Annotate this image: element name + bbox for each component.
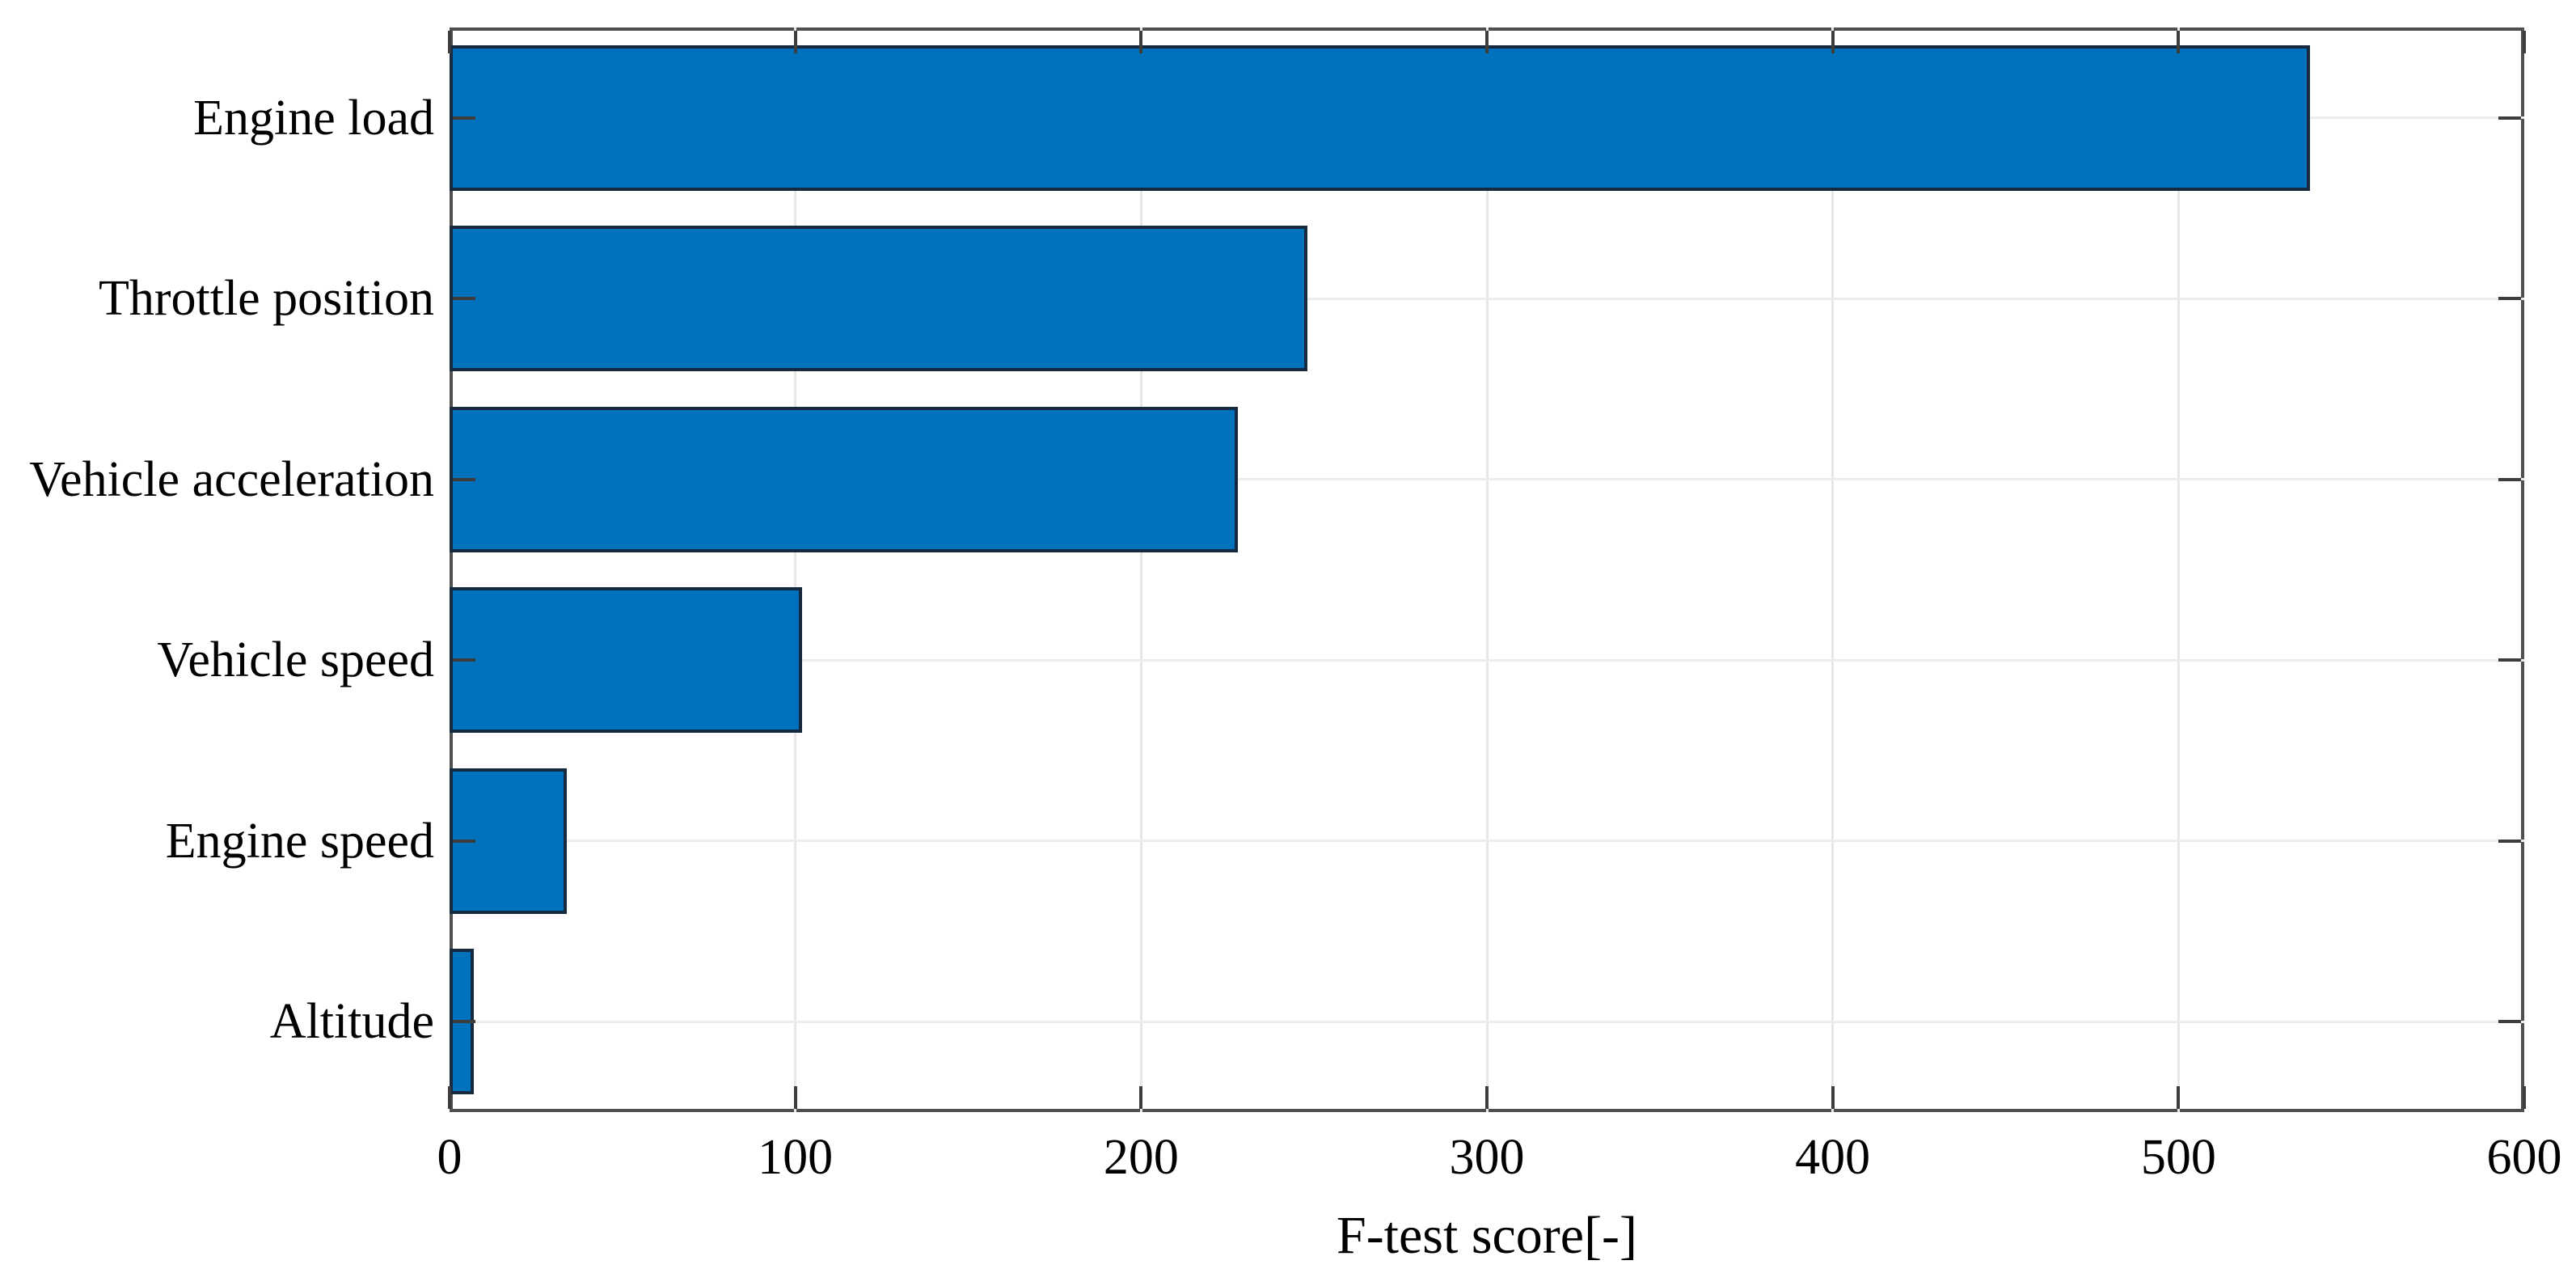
y-category-label: Vehicle acceleration xyxy=(29,451,434,507)
y-tick-right xyxy=(2498,297,2521,301)
y-gridline xyxy=(450,840,2524,843)
bar-vehicle-speed xyxy=(450,587,803,734)
y-tick-left xyxy=(453,477,475,481)
x-tick-top xyxy=(1139,31,1143,53)
x-gridline xyxy=(1831,27,1835,1112)
x-tick-top xyxy=(1831,31,1835,53)
y-tick-right xyxy=(2498,658,2521,662)
x-tick-bottom xyxy=(1485,1086,1489,1109)
x-tick-top xyxy=(1485,31,1489,53)
x-tick-top xyxy=(2177,31,2181,53)
x-gridline xyxy=(794,27,797,1112)
y-category-label: Engine load xyxy=(193,90,434,146)
x-tick-bottom xyxy=(2177,1086,2181,1109)
y-gridline xyxy=(450,297,2524,300)
x-tick-label: 0 xyxy=(437,1130,462,1185)
x-tick-bottom xyxy=(1831,1086,1835,1109)
y-tick-right xyxy=(2498,116,2521,120)
bar-engine-load xyxy=(450,44,2310,191)
x-tick-label: 500 xyxy=(2140,1130,2216,1185)
plot-area xyxy=(448,27,2526,1112)
y-tick-left xyxy=(453,297,475,301)
x-tick-top xyxy=(2523,31,2526,53)
x-gridline xyxy=(1139,27,1142,1112)
x-axis-label: F-test score[-] xyxy=(1336,1206,1638,1265)
x-gridline xyxy=(2177,27,2180,1112)
x-tick-bottom xyxy=(2523,1086,2526,1109)
y-tick-right xyxy=(2498,1020,2521,1024)
x-tick-label: 100 xyxy=(758,1130,834,1185)
y-tick-left xyxy=(453,1020,475,1024)
y-gridline xyxy=(450,478,2524,481)
x-tick-label: 300 xyxy=(1449,1130,1525,1185)
bar-throttle-position xyxy=(450,226,1307,372)
y-tick-left xyxy=(453,658,475,662)
bar-vehicle-acceleration xyxy=(450,406,1239,552)
y-gridline xyxy=(450,1020,2524,1023)
y-gridline xyxy=(450,658,2524,662)
x-tick-label: 400 xyxy=(1795,1130,1871,1185)
x-tick-label: 200 xyxy=(1103,1130,1179,1185)
x-tick-top xyxy=(793,31,797,53)
y-category-label: Throttle position xyxy=(98,271,434,327)
x-tick-bottom xyxy=(448,1086,451,1109)
y-tick-right xyxy=(2498,839,2521,843)
y-category-label: Engine speed xyxy=(165,813,434,869)
y-tick-left xyxy=(453,116,475,120)
x-tick-top xyxy=(448,31,451,53)
y-category-label: Vehicle speed xyxy=(157,632,434,688)
y-category-label: Altitude xyxy=(269,994,434,1050)
x-tick-bottom xyxy=(793,1086,797,1109)
y-tick-left xyxy=(453,839,475,843)
x-tick-bottom xyxy=(1139,1086,1143,1109)
x-gridline xyxy=(1485,27,1489,1112)
y-tick-right xyxy=(2498,477,2521,481)
x-tick-label: 600 xyxy=(2486,1130,2562,1185)
